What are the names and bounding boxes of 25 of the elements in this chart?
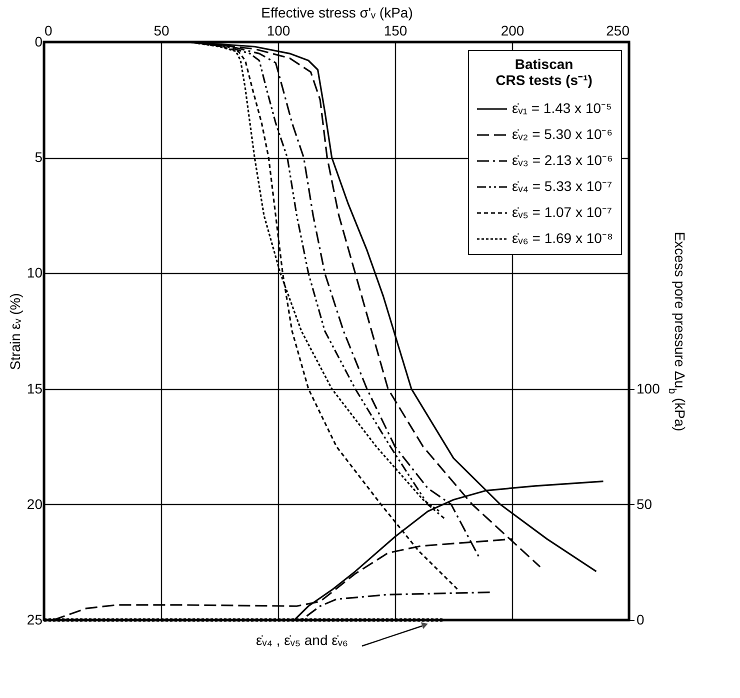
x-tick-label: 50	[154, 22, 170, 38]
text: ε̇ᵥ₄ , ε̇ᵥ₅ and ε̇ᵥ₆	[256, 632, 348, 648]
y2-tick-label: 0	[636, 612, 644, 628]
y-tick-label: 15	[26, 380, 43, 396]
y2-tick-label: 50	[636, 496, 652, 512]
legend-title: CRS tests (s⁻¹)	[496, 72, 592, 88]
legend-label: ε̇ᵥ₁ = 1.43 x 10⁻⁵	[512, 100, 612, 116]
y-tick-label: 10	[26, 264, 43, 281]
x-tick-label: 150	[384, 22, 408, 38]
annotation: Batiscan	[514, 56, 574, 72]
y-tick-label: 25	[26, 612, 43, 628]
y-tick-label: 5	[34, 149, 43, 166]
y-axis-title: Strain εᵥ (%)	[6, 293, 23, 370]
legend-label: ε̇ᵥ₆ = 1.69 x 10⁻⁸	[512, 230, 613, 246]
x-axis-title: Effective stress σ'ᵥ (kPa)	[261, 4, 413, 20]
y-tick-label: 0	[34, 34, 43, 50]
legend-label: ε̇ᵥ₂ = 5.30 x 10⁻⁶	[512, 126, 612, 142]
y2-tick-label: 100	[636, 380, 660, 396]
x-tick-label: 250	[606, 22, 630, 38]
y-tick-label: 20	[26, 496, 43, 512]
legend-label: ε̇ᵥ₄ = 5.33 x 10⁻⁷	[512, 178, 612, 194]
x-tick-label: 200	[500, 22, 524, 38]
legend-label: ε̇ᵥ₃ = 2.13 x 10⁻⁶	[512, 152, 613, 168]
x-tick-label: 100	[266, 22, 290, 38]
legend-label: ε̇ᵥ₅ = 1.07 x 10⁻⁷	[512, 204, 612, 220]
